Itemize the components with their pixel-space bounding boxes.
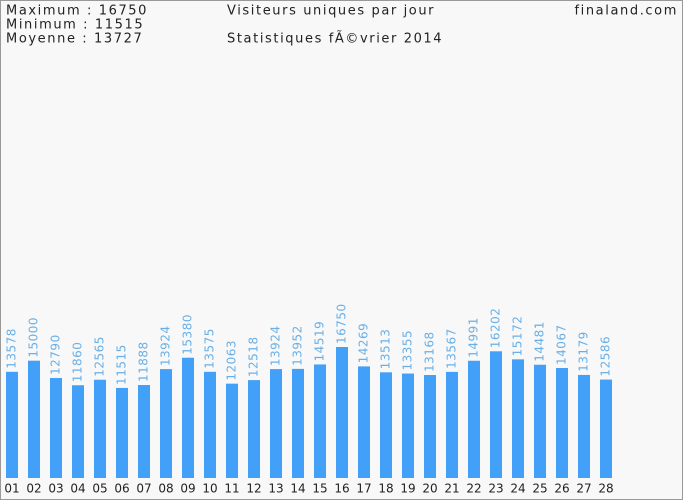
bar: [578, 374, 590, 478]
value-label: 14481: [533, 321, 547, 362]
stat-min: Minimum : 11515: [6, 18, 144, 33]
value-label: 11860: [71, 342, 85, 383]
bar: [424, 375, 436, 478]
x-tick-label: 03: [48, 482, 63, 496]
x-tick-label: 22: [466, 482, 481, 496]
x-tick-label: 14: [290, 482, 305, 496]
bar: [160, 369, 172, 478]
x-tick-label: 07: [136, 482, 151, 496]
value-label: 13575: [203, 328, 217, 369]
value-label: 12518: [247, 336, 261, 377]
x-tick-label: 04: [70, 482, 85, 496]
stat-max: Maximum : 16750: [6, 4, 148, 19]
value-label: 15000: [27, 317, 41, 358]
x-tick-label: 06: [114, 482, 129, 496]
bar: [534, 364, 546, 478]
value-label: 11888: [137, 341, 151, 382]
x-tick-label: 18: [378, 482, 393, 496]
value-label: 12565: [93, 336, 107, 377]
value-label: 12790: [49, 334, 63, 375]
x-tick-label: 19: [400, 482, 415, 496]
bar: [248, 380, 260, 478]
bar: [94, 379, 106, 478]
x-tick-label: 16: [334, 482, 349, 496]
value-label: 13924: [269, 325, 283, 366]
value-label: 14991: [467, 317, 481, 358]
x-tick-label: 21: [444, 482, 459, 496]
x-tick-label: 12: [246, 482, 261, 496]
value-label: 13578: [5, 328, 19, 369]
bar: [600, 379, 612, 478]
bar: [116, 387, 128, 478]
bar: [182, 357, 194, 478]
x-tick-label: 23: [488, 482, 503, 496]
chart-subtitle: Statistiques fÃ©vrier 2014: [227, 31, 443, 47]
bar: [6, 371, 18, 478]
value-label: 13924: [159, 325, 173, 366]
value-label: 14269: [357, 323, 371, 364]
x-tick-label: 11: [224, 482, 239, 496]
bar: [270, 369, 282, 478]
x-tick-label: 08: [158, 482, 173, 496]
value-label: 15172: [511, 316, 525, 357]
bar: [490, 351, 502, 478]
bar: [446, 371, 458, 478]
x-tick-label: 17: [356, 482, 371, 496]
value-label: 13179: [577, 331, 591, 372]
value-label: 16750: [335, 303, 349, 344]
x-tick-label: 10: [202, 482, 217, 496]
x-tick-label: 25: [532, 482, 547, 496]
bar: [358, 366, 370, 478]
bar: [314, 364, 326, 478]
bar: [402, 373, 414, 478]
x-tick-label: 09: [180, 482, 195, 496]
x-tick-label: 20: [422, 482, 437, 496]
x-tick-label: 01: [4, 482, 19, 496]
bar: [556, 367, 568, 478]
chart-title: Visiteurs uniques par jour: [227, 4, 435, 19]
value-label: 13168: [423, 331, 437, 372]
value-label: 14519: [313, 321, 327, 362]
x-tick-label: 02: [26, 482, 41, 496]
x-tick-label: 05: [92, 482, 107, 496]
value-label: 12063: [225, 340, 239, 381]
bar: [292, 368, 304, 478]
bar: [204, 371, 216, 478]
x-tick-label: 27: [576, 482, 591, 496]
value-label: 13355: [401, 330, 415, 371]
x-tick-label: 15: [312, 482, 327, 496]
bar: [226, 383, 238, 478]
stat-avg: Moyenne : 13727: [6, 32, 143, 47]
bar: [512, 359, 524, 478]
bar: [468, 360, 480, 478]
x-tick-label: 13: [268, 482, 283, 496]
value-label: 12586: [599, 336, 613, 377]
x-tick-label: 26: [554, 482, 569, 496]
x-tick-label: 24: [510, 482, 525, 496]
bar: [336, 347, 348, 478]
x-tick-label: 28: [598, 482, 613, 496]
site-name: finaland.com: [574, 4, 678, 19]
value-label: 13567: [445, 328, 459, 369]
bar: [28, 360, 40, 478]
value-label: 16202: [489, 308, 503, 349]
bar: [50, 377, 62, 478]
value-label: 15380: [181, 314, 195, 355]
value-label: 14067: [555, 324, 569, 365]
value-label: 13952: [291, 325, 305, 366]
value-label: 13513: [379, 329, 393, 370]
bar: [72, 385, 84, 478]
bar: [138, 385, 150, 478]
bar: [380, 372, 392, 478]
value-label: 11515: [115, 344, 129, 385]
